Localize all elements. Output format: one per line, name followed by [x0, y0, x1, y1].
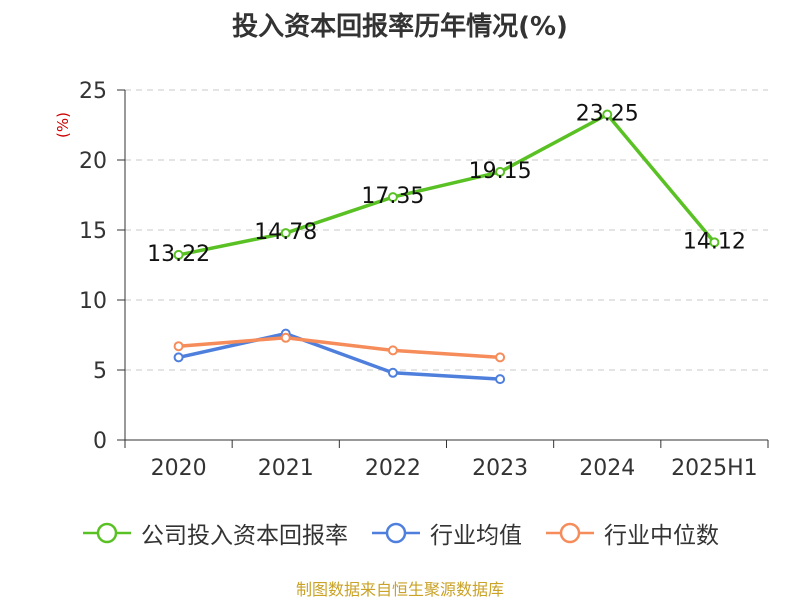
- legend-item-2[interactable]: 行业均值: [370, 516, 522, 550]
- data-point: [173, 341, 184, 352]
- series-line-2: [178, 331, 501, 381]
- legend: 公司投入资本回报率 行业均值 行业中位数: [0, 516, 800, 550]
- x-tick-label: 2024: [579, 456, 635, 481]
- series-line-3: [178, 336, 501, 360]
- data-point: [280, 228, 291, 239]
- data-label: 14.78: [254, 220, 317, 245]
- x-tick-label: 2021: [258, 456, 314, 481]
- legend-label: 行业中位数: [604, 523, 719, 549]
- data-labels: 13.22 14.78 17.35 19.15 23.25 14.12: [147, 102, 746, 267]
- data-label: 14.12: [683, 229, 746, 254]
- y-tick-label: 10: [79, 289, 107, 314]
- data-label: 19.15: [469, 159, 532, 184]
- y-tick-label: 15: [79, 219, 107, 244]
- data-point: [173, 352, 184, 363]
- series-line-1: [178, 112, 716, 257]
- chart-title: 投入资本回报率历年情况(%): [232, 12, 568, 42]
- y-unit-label: (%): [54, 112, 72, 138]
- data-point: [387, 367, 398, 378]
- legend-marker-icon: [83, 522, 131, 544]
- grid-lines: [125, 89, 768, 371]
- data-label: 17.35: [361, 184, 424, 209]
- data-point: [602, 109, 613, 120]
- axes: 0 5 10 15 20 25 2020 2021 2022 2023 2024 2025H1 (%): [54, 79, 769, 481]
- data-label: 23.25: [576, 102, 639, 127]
- series-layer: [173, 109, 720, 385]
- x-tick-label: 2023: [472, 456, 528, 481]
- legend-marker-icon: [546, 522, 594, 544]
- legend-item-3[interactable]: 行业中位数: [544, 516, 719, 550]
- legend-label: 公司投入资本回报率: [141, 523, 348, 549]
- data-point: [495, 166, 506, 177]
- data-point: [495, 352, 506, 363]
- x-tick-label: 2022: [365, 456, 421, 481]
- data-point: [495, 374, 506, 385]
- x-tick-label: 2025H1: [671, 456, 758, 481]
- data-label: 13.22: [147, 242, 210, 267]
- source-note: 制图数据来自恒生聚源数据库: [295, 580, 504, 599]
- legend-item-1[interactable]: 公司投入资本回报率: [81, 516, 348, 550]
- data-point: [387, 192, 398, 203]
- data-point: [280, 332, 291, 343]
- y-tick-label: 5: [93, 359, 107, 384]
- data-point: [387, 345, 398, 356]
- legend-marker-icon: [372, 522, 420, 544]
- y-tick-label: 25: [79, 79, 107, 104]
- y-tick-label: 0: [93, 429, 107, 454]
- x-tick-label: 2020: [151, 456, 207, 481]
- legend-label: 行业均值: [430, 523, 522, 549]
- y-tick-label: 20: [79, 149, 107, 174]
- data-point: [173, 249, 184, 260]
- data-point: [709, 237, 720, 248]
